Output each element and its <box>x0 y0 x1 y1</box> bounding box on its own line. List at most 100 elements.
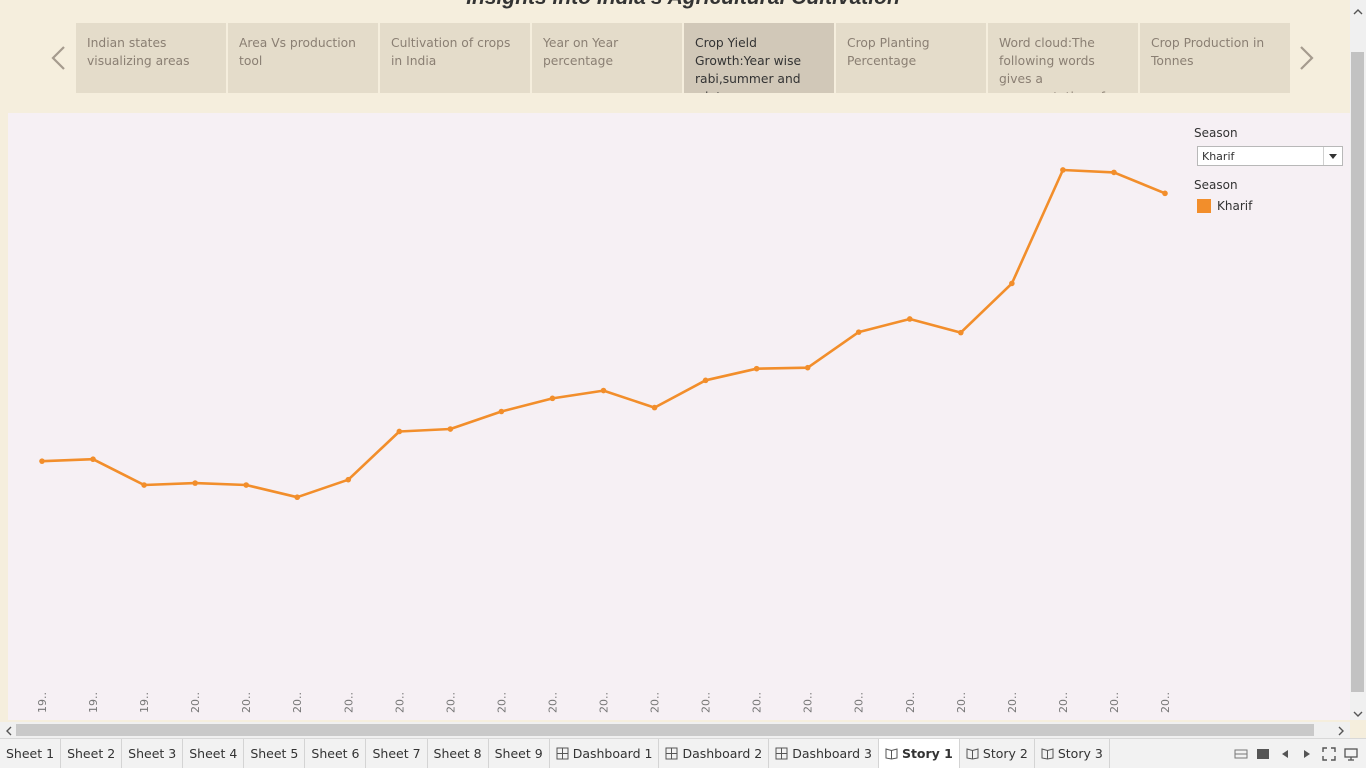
sheet-tab[interactable]: Sheet 7 <box>366 739 428 768</box>
sheet-tab[interactable]: Dashboard 3 <box>769 739 879 768</box>
data-point[interactable] <box>651 404 658 411</box>
data-point[interactable] <box>294 494 301 501</box>
fullscreen-icon[interactable] <box>1322 747 1336 761</box>
sheet-tab[interactable]: Sheet 6 <box>305 739 367 768</box>
sheet-tab-label: Sheet 9 <box>494 746 543 761</box>
x-tick-label: 20.. <box>853 692 866 713</box>
sheet-tab-label: Dashboard 1 <box>572 746 653 761</box>
data-point[interactable] <box>1009 280 1015 287</box>
season-filter-value: Kharif <box>1202 150 1235 163</box>
sheet-tab-label: Sheet 7 <box>372 746 421 761</box>
legend-swatch <box>1197 199 1211 213</box>
data-point[interactable] <box>90 456 96 463</box>
story-point-tab[interactable]: Word cloud:The following words gives a r… <box>988 23 1138 93</box>
dashboard-icon <box>556 747 569 760</box>
sheet-tab[interactable]: Sheet 2 <box>61 739 123 768</box>
dashboard-icon <box>775 747 788 760</box>
sheet-tab[interactable]: Sheet 4 <box>183 739 245 768</box>
legend-item-kharif[interactable]: Kharif <box>1197 198 1252 214</box>
story-point-tab[interactable]: Crop Yield Growth:Year wise rabi,summer … <box>684 23 834 93</box>
sheet-tab-label: Sheet 4 <box>189 746 238 761</box>
data-point[interactable] <box>396 428 403 435</box>
data-point[interactable] <box>1060 167 1066 173</box>
sheet-tabs: Sheet 1 Sheet 2 Sheet 3 Sheet 4 Sheet 5 Sheet… <box>0 739 1110 768</box>
sheet-tab[interactable]: Story 3 <box>1035 739 1110 768</box>
x-tick-label: 20.. <box>342 692 355 713</box>
data-point[interactable] <box>447 426 454 432</box>
data-point[interactable] <box>804 364 811 371</box>
story-icon <box>885 748 898 760</box>
data-point[interactable] <box>39 458 45 464</box>
story-point-tab[interactable]: Indian states visualizing areas <box>76 23 226 93</box>
data-point[interactable] <box>243 482 249 488</box>
sheet-tab[interactable]: Sheet 8 <box>428 739 489 768</box>
scroll-up-arrow-icon[interactable] <box>1351 4 1365 18</box>
scroll-down-arrow-icon[interactable] <box>1351 706 1365 720</box>
sheet-tab-label: Sheet 2 <box>67 746 116 761</box>
x-tick-label: 20.. <box>751 692 764 713</box>
series-line-kharif <box>41 168 1166 499</box>
presentation-mode-icon[interactable] <box>1344 747 1358 761</box>
data-point[interactable] <box>345 476 352 483</box>
sheet-tab[interactable]: Sheet 5 <box>244 739 306 768</box>
data-point[interactable] <box>958 329 964 336</box>
sheet-tab[interactable]: Story 1 <box>878 739 960 768</box>
data-point[interactable] <box>906 316 913 322</box>
story-point-tab[interactable]: Crop Production in Tonnes <box>1140 23 1290 93</box>
data-point[interactable] <box>1111 169 1117 176</box>
chevron-down-icon[interactable] <box>1323 147 1342 165</box>
horizontal-scrollbar-thumb[interactable] <box>16 724 1314 736</box>
next-sheet-icon[interactable] <box>1300 747 1314 761</box>
x-tick-label: 20.. <box>802 692 815 713</box>
previous-sheet-icon[interactable] <box>1278 747 1292 761</box>
data-point[interactable] <box>600 387 607 394</box>
x-tick-label: 19.. <box>36 692 49 713</box>
sheet-bar-controls <box>1226 747 1358 761</box>
data-point[interactable] <box>549 395 556 402</box>
story-point-tab[interactable]: Area Vs production tool <box>228 23 378 93</box>
story-point-tab[interactable]: Cultivation of crops in India <box>380 23 530 93</box>
x-tick-label: 20.. <box>240 692 253 713</box>
sheet-tab[interactable]: Sheet 3 <box>122 739 184 768</box>
x-tick-label: 20.. <box>1159 692 1172 713</box>
data-point[interactable] <box>753 365 760 372</box>
x-tick-label: 20.. <box>1057 692 1070 713</box>
sheet-tab[interactable]: Dashboard 2 <box>659 739 770 768</box>
show-tabs-icon[interactable] <box>1256 747 1270 761</box>
x-tick-label: 20.. <box>1006 692 1019 713</box>
sheet-tab-label: Dashboard 2 <box>682 746 763 761</box>
data-point[interactable] <box>855 329 862 335</box>
sheet-tab[interactable]: Sheet 9 <box>489 739 550 768</box>
story-next-arrow-icon[interactable] <box>1292 38 1322 78</box>
data-point[interactable] <box>702 377 709 384</box>
scroll-left-arrow-icon[interactable] <box>2 723 16 737</box>
x-tick-label: 20.. <box>444 692 457 713</box>
data-point[interactable] <box>192 480 198 486</box>
story-prev-arrow-icon[interactable] <box>45 38 75 78</box>
line-chart: 19.. 19.. 19.. 20.. 20.. 20.. 20.. 20.. 20.. 20..… <box>36 167 1172 713</box>
vertical-scrollbar-thumb[interactable] <box>1351 52 1364 692</box>
season-filter-dropdown[interactable]: Kharif <box>1197 146 1343 166</box>
story-point-tab[interactable]: Crop Planting Percentage <box>836 23 986 93</box>
sheet-tab-bar: Sheet 1 Sheet 2 Sheet 3 Sheet 4 Sheet 5 Sheet… <box>0 738 1366 768</box>
x-tick-label: 19.. <box>138 692 151 713</box>
sheet-tab[interactable]: Dashboard 1 <box>550 739 660 768</box>
data-point[interactable] <box>498 408 505 415</box>
x-tick-label: 20.. <box>546 692 559 713</box>
sheet-tab[interactable]: Sheet 1 <box>0 739 62 768</box>
sheet-tab-label: Story 2 <box>982 746 1028 761</box>
scroll-right-arrow-icon[interactable] <box>1334 723 1348 737</box>
sheet-tab-label: Sheet 6 <box>311 746 360 761</box>
data-point[interactable] <box>1162 190 1168 197</box>
sheet-tab-label: Sheet 1 <box>6 746 55 761</box>
show-filmstrip-icon[interactable] <box>1234 747 1248 761</box>
story-navigator: Indian states visualizing areas Area Vs p… <box>76 23 1290 93</box>
x-tick-label: 20.. <box>649 692 662 713</box>
story-point-tab[interactable]: Year on Year percentage <box>532 23 682 93</box>
x-tick-label: 20.. <box>189 692 202 713</box>
sheet-tab[interactable]: Story 2 <box>960 739 1035 768</box>
data-point[interactable] <box>141 482 147 488</box>
x-tick-label: 20.. <box>700 692 713 713</box>
sheet-tab-label: Sheet 8 <box>433 746 482 761</box>
x-tick-label: 20.. <box>291 692 304 713</box>
